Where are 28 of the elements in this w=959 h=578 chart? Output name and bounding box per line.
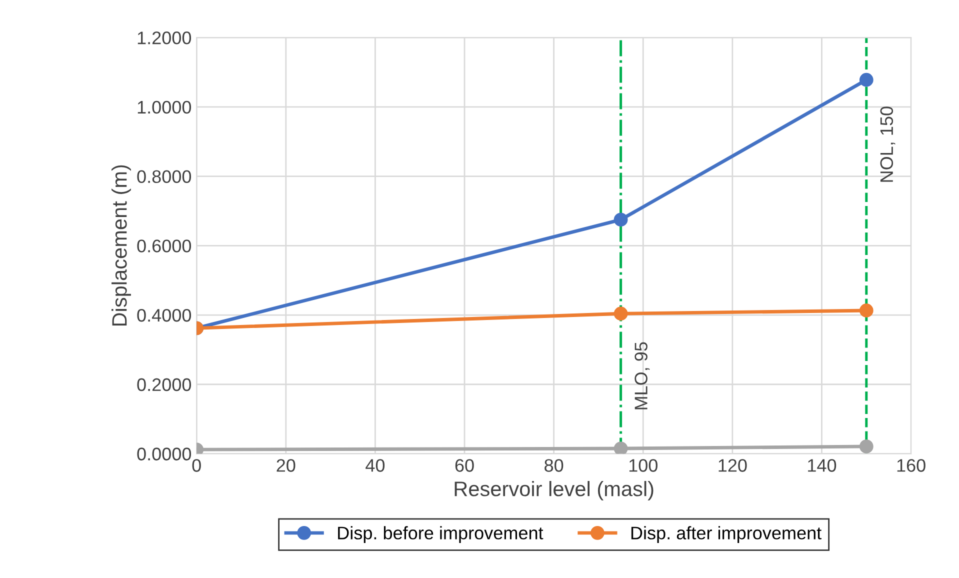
point [614, 306, 628, 321]
x-tick-label: 60 [455, 459, 474, 472]
y-tick-label: 0.6000 [137, 240, 192, 252]
x-tick-label: 160 [897, 459, 926, 472]
x-tick-label: 20 [276, 459, 296, 472]
y-tick-label: 0.0000 [137, 448, 192, 460]
ref-line-label: MLO, 95 [634, 342, 650, 410]
x-tick-label: 80 [544, 459, 564, 472]
point [859, 72, 874, 87]
legend-label: Disp. before improvement [338, 526, 544, 543]
point [859, 304, 874, 318]
ref-line-label: NOL, 150 [880, 106, 896, 182]
x-axis-title: Reservoir level (masl) [454, 480, 654, 500]
legend-label: Disp. after improvement [631, 526, 822, 543]
y-axis-title: Displacement (m) [112, 165, 131, 326]
y-tick-label: 0.2000 [137, 378, 192, 392]
x-tick-label: 100 [629, 459, 658, 472]
x-tick-label: 140 [808, 459, 836, 472]
y-tick-label: 0.8000 [137, 170, 192, 184]
y-tick-label: 1.2000 [138, 32, 192, 44]
y-tick-label: 1.0000 [138, 100, 192, 114]
y-tick-label: 0.4000 [137, 308, 192, 322]
x-tick-label: 0 [192, 459, 201, 472]
x-tick-label: 120 [718, 459, 747, 472]
point [859, 440, 874, 454]
point [614, 212, 628, 227]
point [614, 442, 628, 454]
x-tick-label: 40 [366, 459, 385, 472]
